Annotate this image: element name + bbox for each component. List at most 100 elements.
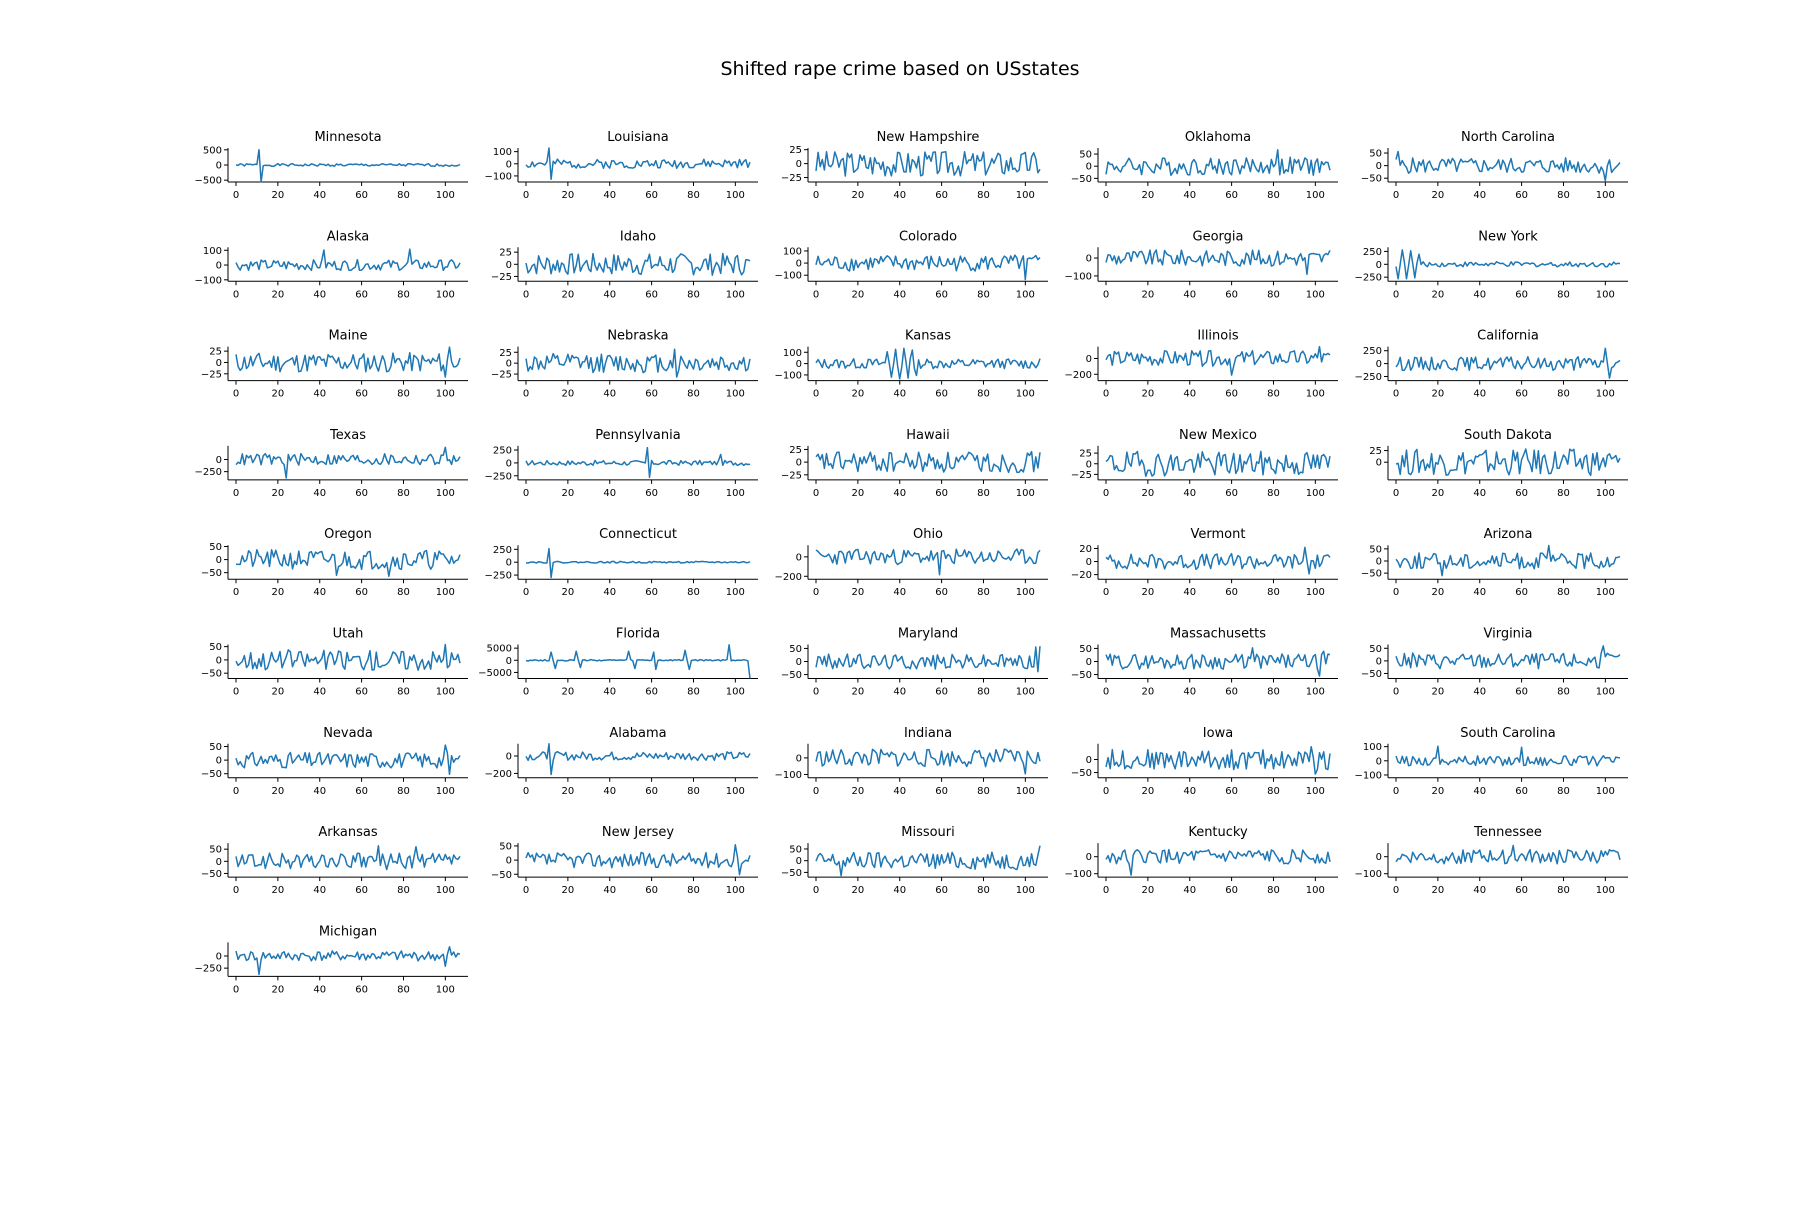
x-tick-label: 80 — [687, 885, 700, 896]
panel-title: Iowa — [1203, 726, 1233, 741]
x-tick-label: 40 — [893, 587, 906, 598]
y-tick-label: −50 — [1071, 174, 1092, 185]
x-tick-label: 0 — [1393, 687, 1399, 698]
y-tick-label: 0 — [796, 657, 802, 668]
x-tick-label: 60 — [355, 488, 368, 499]
x-tick-label: 100 — [1016, 488, 1035, 499]
series-line — [525, 252, 751, 276]
x-tick-label: 60 — [645, 488, 658, 499]
x-tick-label: 40 — [603, 190, 616, 201]
x-tick-label: 60 — [1225, 587, 1238, 598]
series-line — [815, 748, 1041, 775]
x-tick-label: 80 — [687, 289, 700, 300]
x-tick-label: 100 — [1016, 289, 1035, 300]
x-tick-label: 0 — [813, 687, 819, 698]
x-tick-label: 20 — [1432, 488, 1445, 499]
panel-illinois: Illinois 0 20 40 60 80 100 0 −200 — [1065, 329, 1338, 400]
x-tick-label: 40 — [1183, 289, 1196, 300]
panel-title: Minnesota — [314, 130, 381, 145]
panel-title: Florida — [616, 627, 660, 642]
x-tick-label: 0 — [1393, 389, 1399, 400]
panel-tennessee: Tennessee 0 20 40 60 80 100 0 −100 — [1355, 825, 1628, 896]
x-tick-label: 100 — [1306, 190, 1325, 201]
y-tick-label: 25 — [789, 145, 802, 156]
x-tick-label: 100 — [1596, 687, 1615, 698]
panel-nevada: Nevada 0 20 40 60 80 100 50 0 −50 — [201, 726, 468, 797]
panel-title: Missouri — [901, 825, 955, 840]
x-tick-label: 0 — [523, 488, 529, 499]
y-tick-label: 250 — [493, 446, 512, 457]
panel-massachusetts: Massachusetts 0 20 40 60 80 100 50 0 −50 — [1071, 627, 1338, 698]
x-tick-label: 80 — [1267, 488, 1280, 499]
x-tick-label: 60 — [645, 786, 658, 797]
y-tick-label: 0 — [796, 359, 802, 370]
panel-title: New York — [1478, 229, 1538, 244]
y-tick-label: −200 — [1065, 370, 1092, 381]
x-tick-label: 20 — [852, 885, 865, 896]
y-tick-label: 50 — [789, 644, 802, 655]
y-tick-label: 0 — [216, 952, 222, 963]
series-line — [1395, 844, 1621, 865]
y-tick-label: 0 — [796, 259, 802, 270]
x-tick-label: 60 — [645, 289, 658, 300]
y-tick-label: 0 — [796, 552, 802, 563]
panel-title: Hawaii — [906, 428, 950, 443]
x-tick-label: 40 — [1183, 389, 1196, 400]
panel-title: Oklahoma — [1185, 130, 1251, 145]
panel-title: Ohio — [913, 527, 943, 542]
x-tick-label: 100 — [1306, 389, 1325, 400]
panel-title: Colorado — [899, 229, 957, 244]
x-tick-label: 20 — [562, 687, 575, 698]
y-tick-label: −25 — [491, 272, 512, 283]
x-tick-label: 0 — [1103, 687, 1109, 698]
y-tick-label: 50 — [209, 642, 222, 653]
x-tick-label: 0 — [1103, 488, 1109, 499]
series-line — [235, 148, 461, 183]
x-tick-label: 20 — [272, 687, 285, 698]
panel-title: South Dakota — [1464, 428, 1552, 443]
y-tick-label: −20 — [1071, 570, 1092, 581]
y-tick-label: 50 — [1369, 644, 1382, 655]
panel-utah: Utah 0 20 40 60 80 100 50 0 −50 — [201, 627, 468, 698]
y-tick-label: 100 — [1363, 742, 1382, 753]
x-tick-label: 20 — [272, 190, 285, 201]
y-tick-label: 0 — [216, 455, 222, 466]
x-tick-label: 0 — [523, 687, 529, 698]
panel-title: Kentucky — [1188, 825, 1248, 840]
x-tick-label: 80 — [1557, 488, 1570, 499]
series-line — [1395, 347, 1621, 379]
x-tick-label: 0 — [523, 289, 529, 300]
x-tick-label: 0 — [1103, 190, 1109, 201]
series-line — [235, 248, 461, 272]
series-line — [525, 446, 751, 479]
x-tick-label: 40 — [1183, 587, 1196, 598]
panel-alaska: Alaska 0 20 40 60 80 100 100 0 −100 — [195, 229, 468, 300]
y-tick-label: −100 — [775, 370, 802, 381]
y-tick-label: 0 — [1376, 556, 1382, 567]
x-tick-label: 20 — [272, 984, 285, 995]
x-tick-label: 80 — [397, 786, 410, 797]
y-tick-label: 0 — [506, 656, 512, 667]
x-tick-label: 20 — [852, 587, 865, 598]
x-tick-label: 20 — [562, 190, 575, 201]
y-tick-label: −50 — [1361, 569, 1382, 580]
x-tick-label: 80 — [397, 190, 410, 201]
y-tick-label: 0 — [1086, 254, 1092, 265]
panel-kentucky: Kentucky 0 20 40 60 80 100 0 −100 — [1065, 825, 1338, 896]
x-tick-label: 100 — [726, 289, 745, 300]
x-tick-label: 0 — [813, 389, 819, 400]
y-tick-label: −500 — [195, 176, 222, 187]
y-tick-label: −50 — [201, 869, 222, 880]
x-tick-label: 20 — [562, 389, 575, 400]
y-tick-label: 50 — [499, 841, 512, 852]
x-tick-label: 0 — [233, 984, 239, 995]
x-tick-label: 80 — [687, 488, 700, 499]
y-tick-label: 50 — [209, 542, 222, 553]
x-tick-label: 0 — [233, 488, 239, 499]
x-tick-label: 20 — [272, 289, 285, 300]
x-tick-label: 20 — [1142, 190, 1155, 201]
x-tick-label: 100 — [1016, 389, 1035, 400]
panel-alabama: Alabama 0 20 40 60 80 100 0 −200 — [485, 726, 758, 797]
